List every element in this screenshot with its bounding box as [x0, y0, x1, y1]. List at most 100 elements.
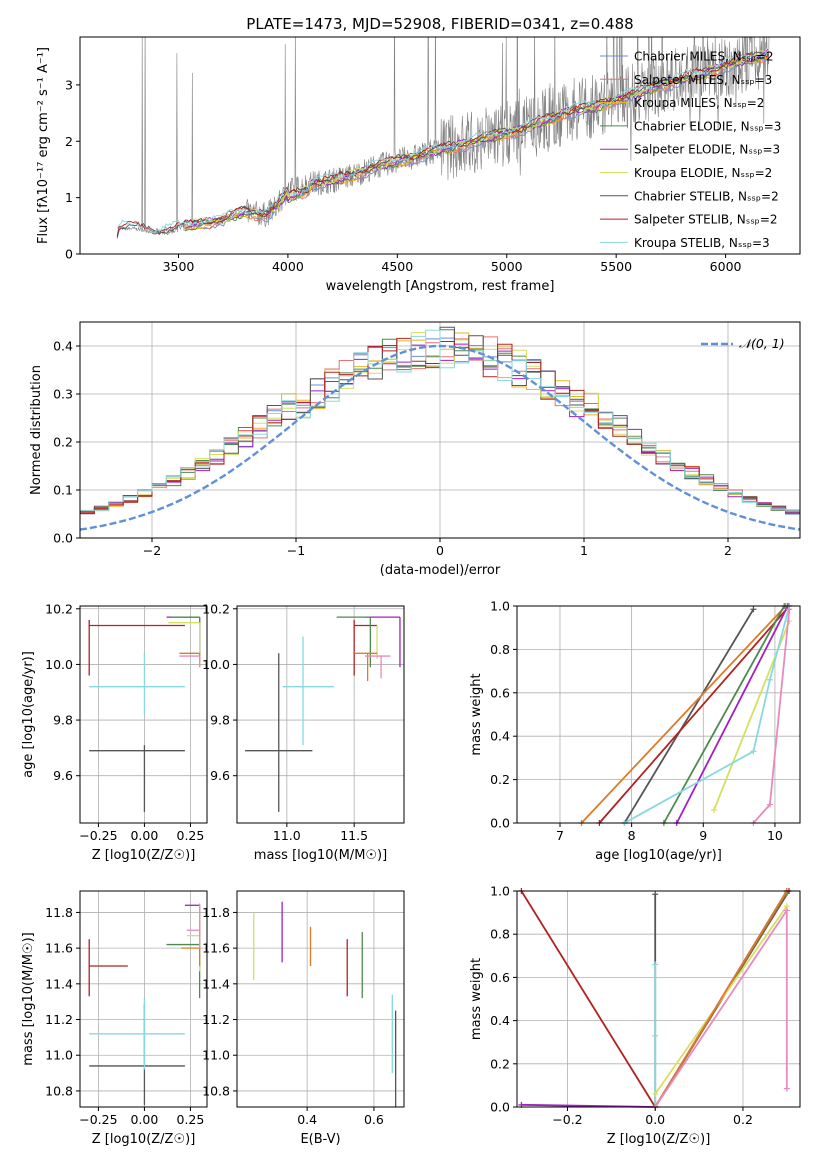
axes-frame	[236, 890, 405, 1108]
mass-weight-point-kroupa_elodie	[652, 1091, 659, 1098]
model-spectrum-kroupa_elodie	[184, 49, 769, 227]
y-tick-label: 11.2	[45, 1012, 73, 1027]
y-tick-label: 10.2	[45, 601, 73, 616]
x-tick-label: 6000	[710, 259, 742, 274]
model-spectrum-kroupa_stelib	[116, 51, 769, 234]
y-tick-label: 11.0	[202, 1048, 230, 1063]
axes-frame	[516, 605, 801, 824]
legend-label: Kroupa ELODIE, Nₛₛₚ=2	[634, 166, 772, 180]
x-tick-label: 10	[767, 828, 783, 843]
x-tick-label: −0.25	[79, 828, 117, 843]
y-tick-label: 1	[65, 190, 73, 205]
y-tick-label: 0.4	[53, 339, 73, 354]
y-tick-label: 11.2	[202, 1012, 230, 1027]
y-tick-label: 0.2	[490, 772, 510, 787]
legend-label: Salpeter STELIB, Nₛₛₚ=2	[634, 213, 778, 227]
x-axis-label: age [log10(age/yr)]	[595, 848, 722, 863]
mass-weight-line-salpeter_stelib	[598, 605, 790, 824]
legend-label: Chabrier MILES, Nₛₛₚ=2	[634, 50, 774, 64]
mass-weight-line-pink	[654, 907, 788, 1108]
x-axis-label: Z [log10(Z/Z☉)]	[92, 1132, 196, 1147]
x-tick-label: 5500	[600, 259, 632, 274]
mass-weight-point-kroupa_stelib	[766, 676, 773, 683]
x-axis-label: Z [log10(Z/Z☉)]	[92, 848, 196, 863]
y-tick-label: 10.8	[202, 1083, 230, 1098]
y-tick-label: 1.0	[490, 599, 510, 614]
axes-frame	[79, 890, 208, 1108]
y-axis-label: age [log10(age/yr)]	[21, 651, 36, 778]
x-axis-label: Z [log10(Z/Z☉)]	[607, 1132, 711, 1147]
x-axis-label: mass [log10(M/M☉)]	[254, 848, 387, 863]
y-tick-label: 0.0	[490, 1100, 510, 1115]
legend-label: Chabrier STELIB, Nₛₛₚ=2	[634, 189, 779, 203]
age-vs-mass-panel: 11.0 11.5 9.6 9.8 10.0 10.2 mass [log10(M/M☉)]	[202, 601, 405, 863]
axes-frame	[516, 890, 801, 1108]
spectrum-panel: 3500 4000 4500 5000 5500 6000 0 1 2 3 wavelength […	[36, 36, 801, 294]
x-tick-label: 0.25	[177, 1112, 205, 1127]
y-tick-label: 10.2	[202, 601, 230, 616]
model-spectrum-chabrier_stelib	[116, 51, 769, 239]
mass-weight-point-chabrier_stelib	[652, 891, 659, 898]
mass-weight-point-pink	[766, 801, 773, 808]
y-tick-label: 9.8	[210, 713, 230, 728]
y-tick-label: 9.6	[53, 768, 73, 783]
legend-label: Salpeter ELODIE, Nₛₛₚ=3	[634, 143, 780, 157]
y-tick-label: 11.6	[45, 941, 73, 956]
mass-weight-line-kroupa_stelib	[624, 605, 791, 824]
x-axis-label: (data-model)/error	[380, 563, 501, 578]
x-tick-label: 5000	[491, 259, 523, 274]
y-tick-label: 0.0	[53, 531, 73, 546]
y-tick-label: 3	[65, 77, 73, 92]
y-tick-label: 9.6	[210, 768, 230, 783]
mass-weight-point-kroupa_stelib	[652, 961, 659, 968]
y-axis-label: mass weight	[469, 673, 484, 755]
legend-label: Chabrier ELODIE, Nₛₛₚ=3	[634, 119, 781, 133]
y-axis-label: Flux [fλ10⁻¹⁷ erg cm⁻² s⁻¹ A⁻¹]	[36, 47, 51, 244]
y-tick-label: 9.8	[53, 713, 73, 728]
y-axis-label: Normed distribution	[29, 365, 44, 495]
y-tick-label: 11.8	[202, 905, 230, 920]
x-tick-label: −0.25	[79, 1112, 117, 1127]
legend-label: Kroupa STELIB, Nₛₛₚ=3	[634, 236, 770, 250]
y-tick-label: 0.6	[490, 970, 510, 985]
mass-vs-ebv-panel: 0.4 0.6 10.8 11.0 11.2 11.4 11.6 11.8 E(B-V)	[202, 890, 405, 1147]
legend-label: Salpeter MILES, Nₛₛₚ=3	[634, 73, 772, 87]
y-tick-label: 11.4	[202, 976, 230, 991]
mass-weight-line-orange	[580, 605, 787, 824]
y-tick-label: 11.4	[45, 976, 73, 991]
mass-weight-point-kroupa_stelib	[750, 748, 757, 755]
mass-weight-vs-Z-panel: −0.2 0.0 0.2 0.0 0.2 0.4 0.6 0.8 1.0 Z [log10(Z/Z…	[469, 884, 801, 1147]
y-tick-label: 10.0	[202, 657, 230, 672]
y-tick-label: 0.4	[490, 729, 510, 744]
mass-weight-point-pink	[783, 1085, 790, 1092]
x-tick-label: 4000	[272, 259, 304, 274]
mass-weight-line-orange	[654, 890, 788, 1108]
x-tick-label: 9	[699, 828, 707, 843]
x-axis-label: E(B-V)	[300, 1132, 340, 1147]
y-tick-label: 0.0	[490, 816, 510, 831]
y-tick-label: 0.2	[53, 435, 73, 450]
mass-weight-point-kroupa_elodie	[711, 806, 718, 813]
mass-weight-point-pink	[783, 907, 790, 914]
normal-curve-line	[80, 344, 800, 531]
y-tick-label: 0.4	[490, 1013, 510, 1028]
y-tick-label: 0.8	[490, 642, 510, 657]
figure-title: PLATE=1473, MJD=52908, FIBERID=0341, z=0…	[246, 15, 633, 33]
y-tick-label: 1.0	[490, 884, 510, 899]
legend-label: Kroupa MILES, Nₛₛₚ=2	[634, 96, 764, 110]
residuals-panel: −2 −1 0 1 2 0.0 0.1 0.2 0.3 0.4 (data-model)/error…	[29, 321, 801, 578]
age-vs-Z-panel: −0.25 0.00 0.25 9.6 9.8 10.0 10.2 Z [log10(Z/Z☉…	[21, 601, 208, 863]
axes-frame	[79, 36, 801, 255]
x-tick-label: 0.00	[130, 828, 158, 843]
y-tick-label: 10.0	[45, 657, 73, 672]
mass-weight-line-chabrier_stelib	[623, 608, 755, 824]
y-tick-label: 11.6	[202, 941, 230, 956]
y-tick-label: 11.8	[45, 905, 73, 920]
x-tick-label: −2	[143, 543, 161, 558]
x-tick-label: 4500	[381, 259, 413, 274]
x-tick-label: 1	[580, 543, 588, 558]
y-tick-label: 0.6	[490, 685, 510, 700]
x-tick-label: 0.25	[177, 828, 205, 843]
y-tick-label: 0.3	[53, 387, 73, 402]
